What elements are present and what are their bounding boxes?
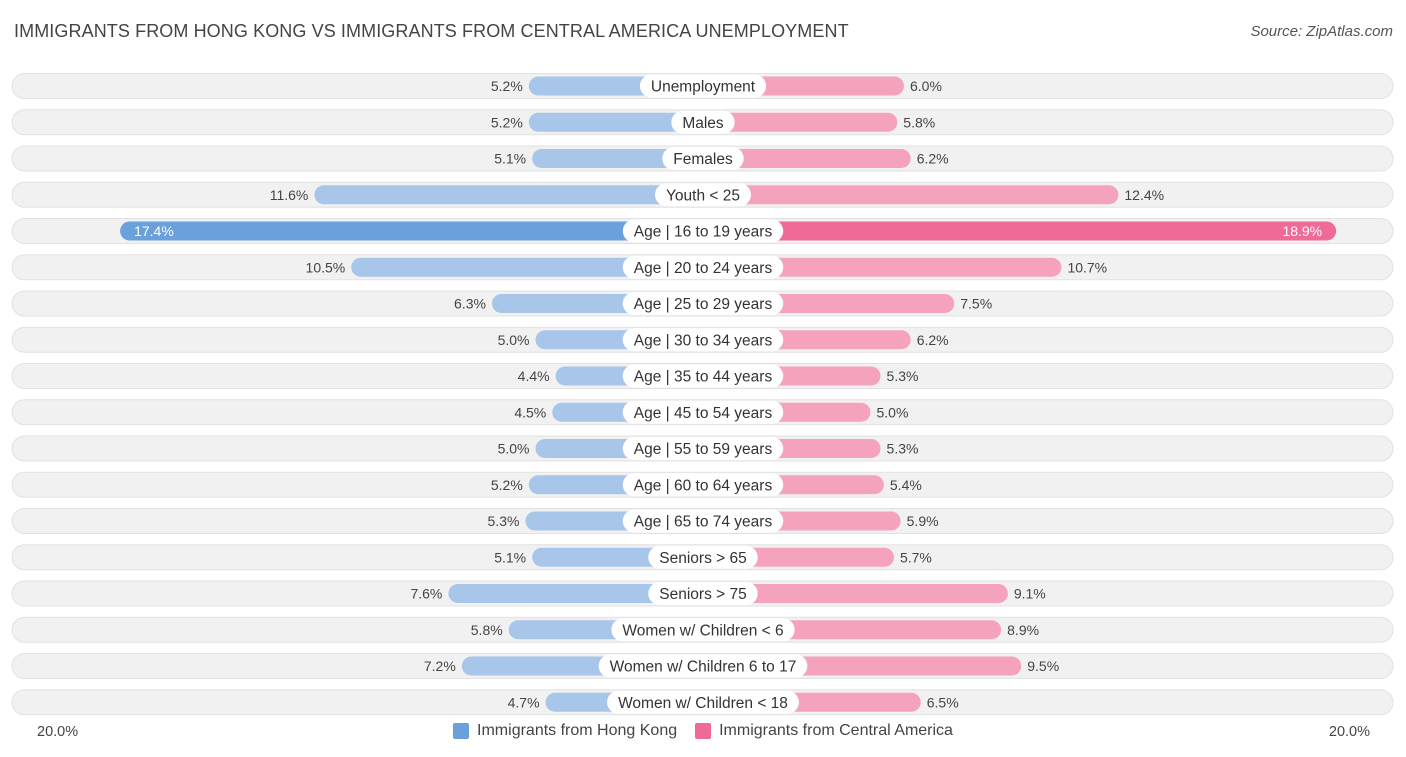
value-label-central-america: 12.4% — [1124, 187, 1164, 203]
category-pill — [622, 219, 784, 243]
category-label: Age | 60 to 64 years — [634, 477, 773, 494]
value-label-central-america: 5.0% — [877, 404, 909, 420]
category-pill — [671, 110, 735, 134]
value-label-central-america: 10.7% — [1067, 259, 1107, 275]
legend-item-hong-kong[interactable]: Immigrants from Hong Kong — [453, 722, 677, 740]
category-pill — [622, 400, 784, 424]
value-label-central-america: 6.5% — [927, 694, 959, 710]
category-label: Seniors > 65 — [659, 550, 746, 567]
value-label-central-america: 6.0% — [910, 78, 942, 94]
category-pill — [598, 654, 808, 678]
value-label-hong-kong: 5.2% — [491, 114, 523, 130]
legend-swatch-central-america — [695, 723, 712, 739]
category-label: Age | 65 to 74 years — [634, 514, 773, 531]
category-label: Females — [673, 151, 733, 168]
value-label-hong-kong: 5.0% — [498, 441, 530, 457]
value-label-hong-kong: 4.4% — [518, 368, 550, 384]
category-pill — [622, 255, 784, 279]
chart-canvas: 5.2% 6.0% Unemployment 5.2% 5.8% Males 5.1% 6.2… — [11, 73, 1394, 716]
bar-central-america — [703, 584, 1008, 603]
category-pill — [622, 292, 784, 315]
value-label-hong-kong: 17.4% — [134, 223, 174, 239]
chart-title: IMMIGRANTS FROM HONG KONG VS IMMIGRANTS … — [14, 21, 849, 41]
bar-central-america — [703, 149, 911, 168]
bar-central-america — [703, 112, 898, 132]
value-label-central-america: 8.9% — [1007, 622, 1039, 638]
value-label-hong-kong: 4.7% — [508, 694, 540, 710]
category-pill — [662, 147, 744, 170]
value-label-central-america: 5.9% — [907, 513, 939, 529]
value-label-hong-kong: 5.3% — [488, 513, 520, 529]
value-label-central-america: 7.5% — [960, 296, 992, 312]
category-label: Age | 16 to 19 years — [634, 224, 773, 241]
value-label-hong-kong: 6.3% — [454, 296, 486, 312]
value-label-central-america: 5.4% — [890, 477, 922, 493]
legend-label-hong-kong: Immigrants from Hong Kong — [477, 722, 678, 739]
value-label-hong-kong: 11.6% — [270, 187, 309, 203]
source-note: Source: ZipAtlas.com — [1250, 23, 1393, 40]
value-label-hong-kong: 5.0% — [498, 332, 530, 348]
bar-hong-kong — [528, 112, 703, 132]
axis-right-label: 20.0% — [1328, 724, 1370, 740]
value-label-central-america: 5.8% — [903, 114, 935, 130]
bar-hong-kong — [351, 257, 703, 277]
bar-hong-kong — [448, 584, 703, 603]
category-label: Youth < 25 — [666, 187, 740, 204]
category-label: Age | 30 to 34 years — [634, 332, 773, 349]
category-label: Women w/ Children < 6 — [622, 622, 783, 639]
value-label-central-america: 9.1% — [1014, 586, 1046, 602]
value-label-hong-kong: 10.5% — [306, 259, 346, 275]
bar-hong-kong — [120, 221, 704, 241]
category-pill — [639, 74, 767, 98]
category-pill — [622, 437, 784, 460]
value-label-central-america: 9.5% — [1027, 658, 1059, 674]
bar-hong-kong — [532, 149, 703, 168]
category-pill — [648, 545, 758, 569]
category-pill — [648, 582, 758, 605]
value-label-hong-kong: 5.2% — [491, 78, 523, 94]
value-label-hong-kong: 5.2% — [491, 477, 523, 493]
value-label-hong-kong: 7.2% — [424, 658, 456, 674]
legend-swatch-hong-kong — [453, 723, 470, 739]
value-label-central-america: 5.7% — [900, 549, 932, 565]
category-pill — [622, 364, 784, 388]
category-pill — [611, 618, 795, 642]
category-label: Age | 20 to 24 years — [634, 260, 773, 277]
value-label-central-america: 5.3% — [887, 368, 919, 384]
value-label-hong-kong: 7.6% — [410, 586, 442, 602]
category-label: Women w/ Children 6 to 17 — [610, 659, 797, 676]
bar-central-america — [703, 221, 1337, 241]
category-pill — [607, 690, 799, 714]
legend-item-central-america[interactable]: Immigrants from Central America — [695, 722, 953, 740]
category-label: Age | 35 to 44 years — [634, 369, 773, 386]
value-label-central-america: 6.2% — [917, 332, 949, 348]
category-label: Age | 45 to 54 years — [634, 405, 773, 422]
category-label: Age | 25 to 29 years — [634, 296, 773, 313]
legend: Immigrants from Hong Kong Immigrants fro… — [0, 722, 1406, 740]
category-pill — [622, 328, 784, 352]
bar-central-america — [703, 257, 1062, 277]
category-label: Males — [682, 115, 724, 132]
value-label-central-america: 5.3% — [887, 441, 919, 457]
legend-label-central-america: Immigrants from Central America — [719, 722, 953, 739]
value-label-central-america: 6.2% — [917, 151, 949, 167]
value-label-hong-kong: 5.1% — [494, 549, 526, 565]
category-label: Unemployment — [651, 79, 756, 96]
category-label: Age | 55 to 59 years — [634, 441, 773, 458]
category-pill — [622, 509, 784, 533]
value-label-hong-kong: 5.8% — [471, 622, 503, 638]
bar-central-america — [703, 185, 1119, 205]
value-label-hong-kong: 5.1% — [494, 151, 526, 167]
category-pill — [655, 183, 751, 207]
axis-left-label: 20.0% — [37, 724, 79, 740]
category-label: Seniors > 75 — [659, 586, 746, 603]
value-label-central-america: 18.9% — [1282, 223, 1322, 239]
category-label: Women w/ Children < 18 — [618, 695, 788, 712]
bar-hong-kong — [314, 185, 703, 205]
category-pill — [622, 473, 784, 497]
value-label-hong-kong: 4.5% — [514, 404, 546, 420]
